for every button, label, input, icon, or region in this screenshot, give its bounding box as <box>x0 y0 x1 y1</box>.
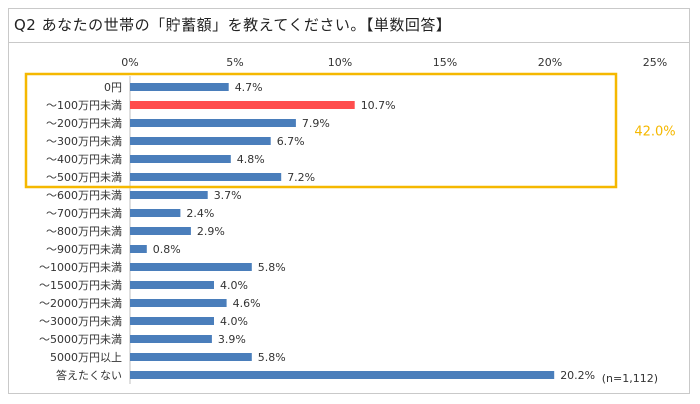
value-label: 4.7% <box>235 81 263 94</box>
category-label: ～100万円未満 <box>46 99 122 112</box>
category-labels: 0円 ～100万円未満 ～200万円未満 ～300万円未満 ～400万円未満 ～500万円… <box>39 81 122 382</box>
highlight-bracket <box>24 72 618 189</box>
category-label: ～600万円未満 <box>46 189 122 202</box>
value-label: 7.2% <box>287 171 315 184</box>
bar <box>130 317 214 325</box>
bars <box>130 83 555 379</box>
bar <box>130 245 147 253</box>
value-label: 6.7% <box>277 135 305 148</box>
sample-size-note: (n=1,112) <box>602 372 658 385</box>
bar <box>130 281 214 289</box>
x-tick-label: 0% <box>121 56 138 69</box>
x-tick-label: 15% <box>433 56 457 69</box>
bar <box>130 137 271 145</box>
bar <box>130 371 555 379</box>
category-label: ～2000万円未満 <box>39 297 122 310</box>
value-label: 10.7% <box>361 99 396 112</box>
bar <box>130 335 212 343</box>
value-label: 5.8% <box>258 351 286 364</box>
value-label: 7.9% <box>302 117 330 130</box>
x-axis: 0% 5% 10% 15% 20% 25% <box>121 56 667 69</box>
x-tick-label: 25% <box>643 56 667 69</box>
category-label: ～800万円未満 <box>46 225 122 238</box>
value-label: 4.8% <box>237 153 265 166</box>
bar <box>130 263 252 271</box>
bar <box>130 209 181 217</box>
bar <box>130 173 282 181</box>
bar <box>130 119 296 127</box>
bar <box>130 155 231 163</box>
bar <box>130 299 227 307</box>
bar <box>130 227 191 235</box>
bar <box>130 101 355 109</box>
category-label: ～5000万円未満 <box>39 333 122 346</box>
bar <box>130 353 252 361</box>
category-label: ～300万円未満 <box>46 135 122 148</box>
value-label: 20.2% <box>560 369 595 382</box>
value-label: 2.9% <box>197 225 225 238</box>
chart-title: Q2 あなたの世帯の「貯蓄額」を教えてください。【単数回答】 <box>14 16 452 34</box>
value-label: 5.8% <box>258 261 286 274</box>
category-label: 0円 <box>104 81 122 94</box>
category-label: ～400万円未満 <box>46 153 122 166</box>
value-labels: 4.7% 10.7% 7.9% 6.7% 4.8% 7.2% 3.7%2.4% 2.9% 0.8… <box>153 81 595 382</box>
bracket-total-label: 42.0% <box>634 125 675 140</box>
highlight-group: 42.0% <box>24 72 676 189</box>
title-divider <box>8 42 690 43</box>
chart-frame <box>8 8 690 394</box>
category-label: ～1500万円未満 <box>39 279 122 292</box>
category-label: ～500万円未満 <box>46 171 122 184</box>
value-label: 0.8% <box>153 243 181 256</box>
category-label: ～900万円未満 <box>46 243 122 256</box>
value-label: 4.0% <box>220 315 248 328</box>
value-label: 2.4% <box>186 207 214 220</box>
value-label: 3.7% <box>214 189 242 202</box>
value-label: 4.0% <box>220 279 248 292</box>
x-tick-label: 10% <box>328 56 352 69</box>
category-label: ～200万円未満 <box>46 117 122 130</box>
category-label: ～3000万円未満 <box>39 315 122 328</box>
category-label: ～700万円未満 <box>46 207 122 220</box>
x-tick-label: 20% <box>538 56 562 69</box>
value-label: 4.6% <box>233 297 261 310</box>
x-tick-label: 5% <box>226 56 243 69</box>
category-label: ～1000万円未満 <box>39 261 122 274</box>
category-label: 5000万円以上 <box>50 351 122 364</box>
category-label: 答えたくない <box>56 368 122 382</box>
bar <box>130 83 229 91</box>
bar <box>130 191 208 199</box>
value-label: 3.9% <box>218 333 246 346</box>
